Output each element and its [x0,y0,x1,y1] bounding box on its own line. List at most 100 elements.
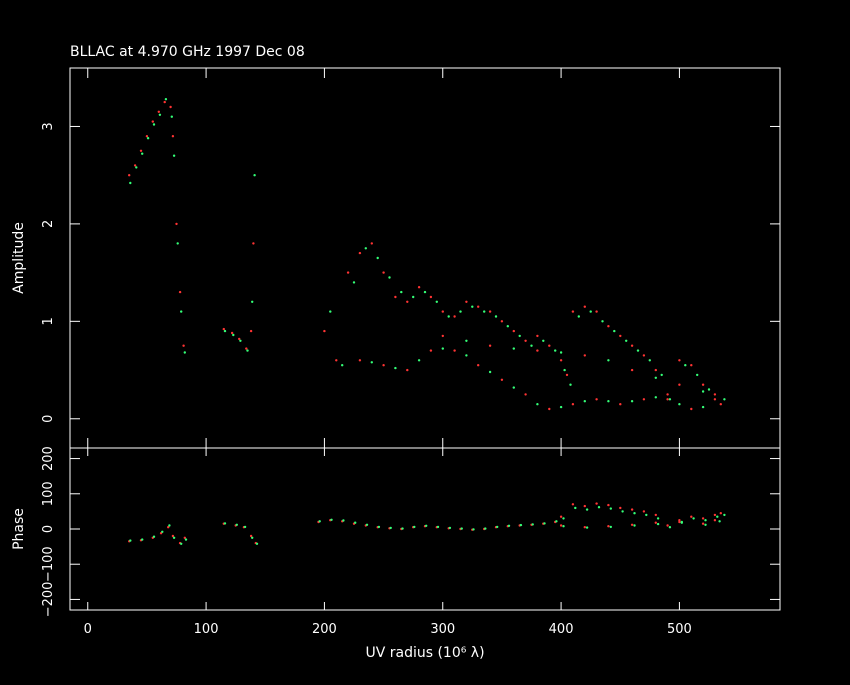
data-point-0-0 [477,305,480,308]
data-point-0-0 [252,242,255,245]
data-point-0-0 [536,349,539,352]
data-point-0-0 [370,242,373,245]
data-point-0-1 [170,115,173,118]
y-tick-label: −200 [41,582,56,618]
data-point-0-0 [524,393,527,396]
data-point-0-0 [394,295,397,299]
data-point-0-0 [678,359,681,362]
data-point-0-1 [506,325,509,328]
data-point-1-1 [152,535,156,538]
data-point-0-0 [630,344,634,347]
data-point-0-1 [518,334,521,338]
data-point-1-0 [678,520,681,524]
data-point-0-1 [376,256,379,260]
data-point-0-1 [176,242,179,245]
data-point-1-1 [436,525,440,529]
data-point-1-0 [559,515,563,518]
data-point-1-1 [531,523,534,526]
y-tick-label: 0 [41,525,56,533]
data-point-1-1 [255,542,259,545]
data-point-0-0 [346,271,350,274]
data-point-0-1 [684,364,687,367]
data-point-1-0 [719,512,722,515]
data-point-0-1 [471,305,474,308]
data-point-0-1 [239,339,242,342]
data-point-0-1 [583,400,586,403]
data-point-0-0 [666,398,669,401]
data-point-0-1 [701,405,705,409]
data-point-0-1 [607,400,610,403]
data-point-1-0 [630,523,634,526]
data-point-1-1 [330,518,333,521]
data-point-0-0 [548,407,551,411]
data-point-1-1 [377,525,381,529]
x-tick-label: 300 [430,622,455,637]
data-point-0-0 [178,290,182,294]
axis-ticks: 0 1 2 3 0 100 200 300 400 500 −200−100 0 100 200 [41,68,780,637]
data-point-0-0 [429,349,433,352]
data-point-1-1 [633,512,636,515]
data-point-0-1 [512,347,515,350]
data-point-0-1 [352,281,356,284]
data-point-0-1 [654,376,657,379]
data-point-0-0 [630,368,634,372]
data-point-0-1 [668,398,672,401]
data-point-0-1 [554,349,557,352]
phase-axis-label: Phase [11,508,27,550]
data-point-0-0 [406,368,409,372]
data-point-0-1 [447,315,450,318]
data-point-0-0 [595,398,598,401]
data-point-1-1 [656,517,660,520]
data-point-0-0 [453,349,456,352]
data-point-0-0 [512,329,515,333]
data-point-0-0 [642,398,646,401]
data-point-0-0 [678,383,681,386]
data-point-0-0 [619,334,622,338]
data-point-0-1 [232,333,235,337]
data-point-0-1 [141,152,144,155]
data-point-0-1 [563,368,566,372]
data-point-1-0 [666,524,669,527]
data-point-0-1 [180,310,183,313]
data-point-1-1 [401,527,404,530]
data-point-0-0 [571,310,575,313]
data-point-0-0 [654,368,657,372]
data-point-0-0 [128,174,131,177]
data-point-1-1 [543,522,546,525]
data-point-1-1 [223,522,227,525]
data-point-0-0 [171,135,175,138]
data-point-0-0 [488,310,492,313]
data-point-1-0 [713,519,717,522]
y-tick-label: 1 [41,317,56,325]
data-point-0-0 [245,347,248,350]
data-point-1-1 [668,526,672,529]
data-point-1-1 [633,524,636,527]
data-point-0-1 [400,290,403,294]
x-tick-label: 400 [549,622,574,637]
data-point-1-0 [249,534,253,538]
data-point-0-1 [654,396,657,399]
x-tick-label: 200 [312,622,337,637]
data-point-0-1 [370,361,373,364]
data-point-0-0 [151,120,154,123]
data-point-1-1 [184,538,188,541]
data-point-0-0 [441,334,444,338]
data-point-1-0 [183,536,186,539]
data-point-0-0 [690,407,693,411]
data-point-0-1 [601,320,604,323]
data-point-0-1 [577,315,580,318]
data-point-0-1 [253,174,256,177]
data-point-1-1 [574,506,577,510]
data-point-1-1 [496,525,499,529]
data-point-1-0 [559,524,563,527]
data-point-0-1 [183,351,186,354]
data-point-0-1 [459,310,462,313]
data-point-0-0 [619,403,622,406]
data-point-0-1 [660,373,663,377]
data-point-0-1 [465,354,468,357]
data-point-0-0 [230,331,234,335]
data-point-0-0 [417,286,421,289]
data-point-0-1 [435,300,438,303]
data-point-1-1 [342,519,345,522]
data-point-0-0 [145,135,149,138]
